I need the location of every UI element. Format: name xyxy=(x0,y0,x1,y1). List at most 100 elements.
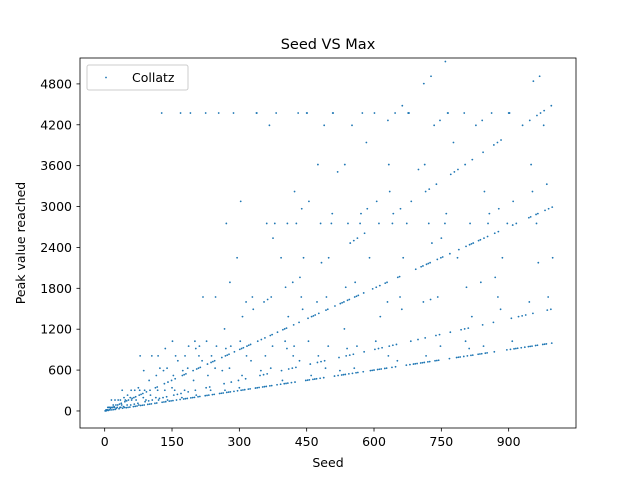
data-point xyxy=(401,104,404,107)
data-point xyxy=(492,321,495,324)
data-point xyxy=(265,385,268,388)
data-point xyxy=(239,340,242,343)
data-point xyxy=(266,373,269,375)
data-point xyxy=(348,298,351,301)
data-point xyxy=(285,382,287,385)
data-point xyxy=(164,400,167,403)
data-point xyxy=(242,389,244,391)
data-point xyxy=(150,355,153,357)
data-point xyxy=(286,382,289,385)
data-point xyxy=(316,301,318,303)
y-axis-label: Peak value reached xyxy=(13,182,28,304)
data-point xyxy=(308,200,310,203)
data-point xyxy=(532,80,535,83)
data-point xyxy=(136,405,138,407)
data-point xyxy=(281,328,284,331)
data-point xyxy=(295,366,297,369)
data-point xyxy=(388,190,391,193)
data-point xyxy=(217,112,220,114)
data-point xyxy=(470,354,472,357)
data-point xyxy=(528,301,531,303)
data-point xyxy=(545,183,548,186)
data-point xyxy=(199,366,202,369)
data-point xyxy=(344,286,347,289)
data-point xyxy=(141,404,144,407)
data-point xyxy=(320,261,323,264)
data-point xyxy=(435,183,438,186)
data-point xyxy=(116,406,119,409)
data-point xyxy=(287,368,290,370)
data-point xyxy=(202,296,204,298)
data-point xyxy=(240,389,243,392)
data-point xyxy=(198,345,201,347)
data-point xyxy=(428,360,431,363)
data-point xyxy=(184,397,187,400)
data-point xyxy=(119,399,122,401)
data-point xyxy=(439,119,441,122)
data-point xyxy=(387,355,390,357)
data-point xyxy=(256,340,259,343)
data-point xyxy=(505,349,508,351)
data-point xyxy=(275,112,278,114)
data-point xyxy=(283,328,286,330)
data-point xyxy=(480,352,483,355)
data-point xyxy=(183,373,186,376)
data-point xyxy=(233,350,236,353)
data-point xyxy=(339,369,341,372)
data-point xyxy=(359,222,361,225)
x-tick-label: 450 xyxy=(295,434,319,449)
data-point xyxy=(304,379,307,382)
data-point xyxy=(110,399,113,401)
data-point xyxy=(284,286,287,289)
data-point xyxy=(179,112,182,114)
data-point xyxy=(471,158,474,161)
data-point xyxy=(452,141,455,144)
data-point xyxy=(437,359,440,362)
data-point xyxy=(342,373,345,376)
data-point xyxy=(539,112,542,114)
data-point xyxy=(280,256,282,259)
data-point xyxy=(165,395,168,398)
data-point xyxy=(544,209,546,212)
data-point xyxy=(467,327,470,330)
data-point xyxy=(338,356,340,359)
y-tick-label: 4800 xyxy=(40,76,72,91)
data-point xyxy=(128,406,131,409)
data-point xyxy=(186,397,189,400)
data-point xyxy=(147,399,150,402)
data-point xyxy=(272,237,274,240)
data-point xyxy=(271,333,274,336)
data-point xyxy=(348,354,351,356)
data-point xyxy=(448,357,451,360)
data-point xyxy=(163,389,166,392)
data-point xyxy=(125,399,128,402)
data-point xyxy=(176,359,179,362)
data-point xyxy=(466,355,469,357)
data-point xyxy=(187,345,190,347)
data-point xyxy=(375,200,378,203)
data-point xyxy=(148,379,151,382)
data-point xyxy=(374,348,376,351)
data-point xyxy=(290,381,293,384)
data-point xyxy=(449,173,452,176)
data-point xyxy=(166,399,169,401)
data-point xyxy=(449,331,452,334)
data-point xyxy=(127,406,129,409)
data-point xyxy=(299,276,301,279)
data-point xyxy=(306,112,309,114)
legend-label: Collatz xyxy=(132,70,175,85)
data-point xyxy=(493,350,496,353)
data-point xyxy=(118,407,120,410)
data-point xyxy=(181,369,184,372)
data-point xyxy=(291,367,294,370)
data-point xyxy=(396,276,399,279)
data-point xyxy=(468,347,471,350)
data-point xyxy=(287,315,290,318)
data-point xyxy=(357,294,360,297)
data-point xyxy=(204,112,207,114)
data-point xyxy=(173,389,176,392)
data-point xyxy=(171,386,173,389)
data-point xyxy=(192,379,195,382)
data-point xyxy=(391,366,393,369)
data-point xyxy=(264,355,267,357)
